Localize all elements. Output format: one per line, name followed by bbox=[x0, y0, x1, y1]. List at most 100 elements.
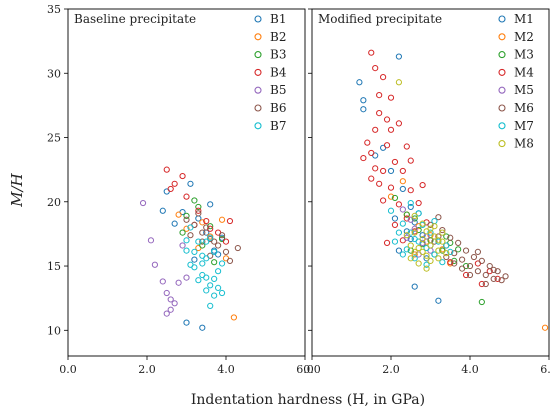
data-point bbox=[447, 259, 454, 266]
data-point bbox=[387, 167, 395, 175]
plot-frame bbox=[67, 8, 306, 357]
data-point bbox=[490, 275, 497, 282]
data-point bbox=[423, 261, 430, 268]
data-point bbox=[419, 232, 426, 239]
legend-marker bbox=[498, 68, 506, 76]
data-point bbox=[360, 154, 367, 162]
x-tick-label: 6.0 bbox=[540, 363, 550, 376]
data-point bbox=[411, 215, 418, 222]
data-point bbox=[399, 167, 406, 175]
legend-label: B2 bbox=[270, 30, 286, 44]
data-point bbox=[395, 247, 402, 254]
data-point bbox=[431, 251, 438, 258]
data-point bbox=[411, 248, 418, 255]
series-M4 bbox=[360, 49, 501, 288]
data-point bbox=[215, 242, 222, 249]
x-tick-label: 0.0 bbox=[59, 363, 77, 376]
data-point bbox=[207, 225, 214, 232]
data-point bbox=[443, 250, 450, 257]
data-point bbox=[435, 255, 442, 262]
data-point bbox=[435, 297, 442, 304]
data-point bbox=[211, 275, 218, 282]
data-point bbox=[226, 257, 234, 264]
y-tick-label: 15 bbox=[47, 260, 61, 273]
data-point bbox=[478, 257, 485, 264]
data-point bbox=[403, 228, 410, 235]
legend-marker bbox=[498, 140, 506, 148]
data-point bbox=[391, 238, 399, 245]
data-point bbox=[470, 253, 478, 261]
data-point bbox=[490, 266, 497, 273]
legend-label: B5 bbox=[270, 83, 286, 97]
data-point bbox=[199, 242, 206, 249]
data-point bbox=[407, 242, 414, 249]
y-axis-label: M/H bbox=[8, 172, 26, 207]
data-point bbox=[435, 237, 442, 244]
series-M1 bbox=[356, 53, 442, 304]
data-point bbox=[435, 214, 442, 221]
data-point bbox=[403, 143, 410, 150]
panel-2: 0.0 2.0 4.0 6.0 Modified precipitate M1 M2 M3 M4… bbox=[303, 8, 550, 376]
data-point bbox=[368, 49, 375, 56]
data-point bbox=[486, 262, 493, 270]
x-tick-label: 6.0 bbox=[296, 363, 314, 376]
panel-title: Baseline precipitate bbox=[74, 12, 196, 26]
y-axis-title: M/H bbox=[8, 172, 26, 207]
data-point bbox=[226, 217, 234, 225]
data-point bbox=[407, 157, 414, 164]
data-point bbox=[179, 242, 186, 249]
legend-marker bbox=[254, 68, 262, 76]
data-point bbox=[391, 215, 399, 222]
data-point bbox=[431, 233, 438, 240]
data-point bbox=[199, 219, 206, 226]
data-point bbox=[360, 106, 367, 113]
data-point bbox=[443, 253, 450, 261]
data-point bbox=[380, 167, 387, 175]
data-point bbox=[163, 310, 170, 317]
data-point bbox=[407, 255, 414, 262]
data-point bbox=[387, 94, 395, 101]
data-point bbox=[191, 264, 198, 271]
series-M6 bbox=[427, 214, 509, 288]
series-M5 bbox=[399, 206, 434, 258]
data-point bbox=[403, 246, 410, 253]
legend-label: M4 bbox=[514, 65, 534, 79]
series-B2 bbox=[175, 211, 237, 321]
data-point bbox=[478, 280, 485, 288]
data-point bbox=[195, 210, 202, 217]
data-point bbox=[466, 262, 474, 270]
y-tick-label: 10 bbox=[47, 324, 61, 337]
data-point bbox=[419, 248, 426, 255]
data-point bbox=[187, 232, 194, 239]
x-tick-label: 2.0 bbox=[382, 363, 400, 376]
data-point bbox=[399, 220, 406, 227]
data-point bbox=[356, 79, 363, 86]
data-point bbox=[218, 260, 226, 267]
data-point bbox=[407, 216, 414, 223]
data-point bbox=[218, 216, 226, 223]
data-point bbox=[399, 185, 406, 193]
legend-label: M5 bbox=[514, 83, 534, 97]
data-point bbox=[411, 283, 418, 290]
data-point bbox=[498, 277, 505, 284]
x-tick-label: 0.0 bbox=[303, 363, 321, 376]
data-point bbox=[372, 65, 379, 72]
series-B1 bbox=[159, 180, 226, 331]
data-point bbox=[387, 184, 395, 191]
data-point bbox=[218, 232, 226, 239]
data-point bbox=[380, 197, 387, 204]
legend-marker bbox=[498, 15, 506, 23]
data-point bbox=[443, 242, 450, 249]
data-point bbox=[395, 120, 402, 127]
data-point bbox=[419, 220, 426, 227]
series-B5 bbox=[139, 199, 190, 317]
legend-marker bbox=[498, 51, 506, 59]
data-point bbox=[203, 217, 210, 225]
legend-label: M7 bbox=[514, 119, 534, 133]
data-point bbox=[415, 244, 422, 252]
data-point bbox=[407, 235, 414, 243]
legend-label: M8 bbox=[514, 137, 534, 151]
data-point bbox=[167, 296, 174, 303]
data-point bbox=[415, 260, 422, 267]
